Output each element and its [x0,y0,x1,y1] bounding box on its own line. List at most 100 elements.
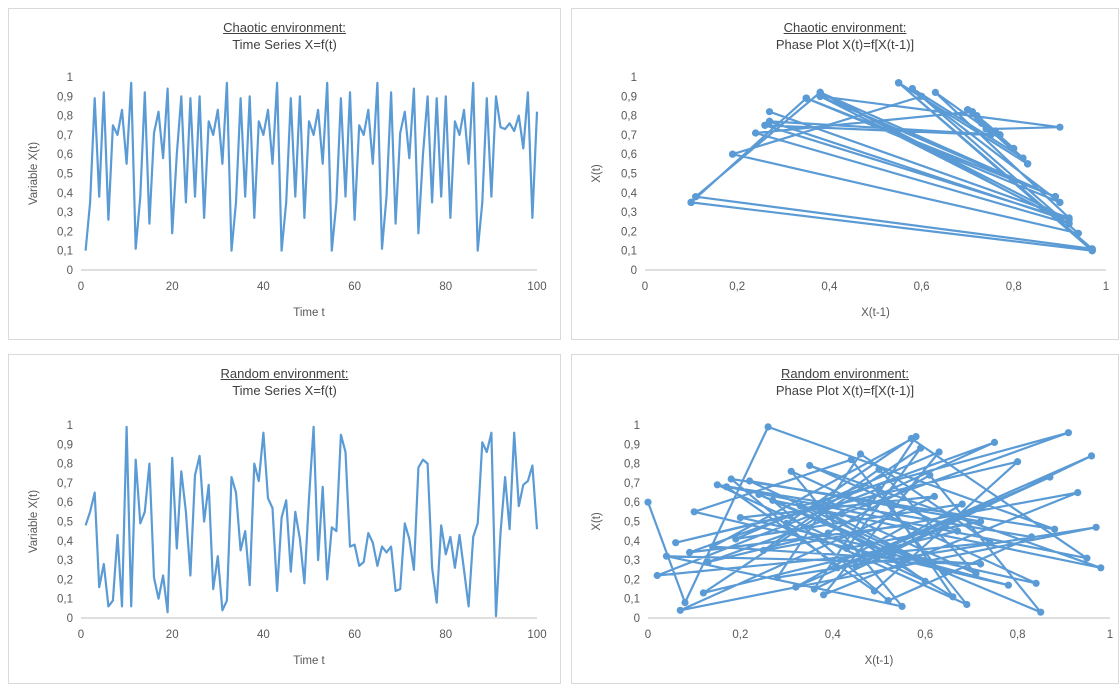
y-tick-label: 0,6 [57,497,73,509]
y-tick-label: 0,2 [57,574,73,586]
y-tick-label: 0,3 [57,555,73,567]
data-point [889,550,897,558]
data-point [930,492,938,500]
y-tick-label: 0,8 [621,111,637,123]
data-point [963,600,971,609]
data-point [953,527,962,535]
data-point [908,85,916,93]
x-tick-label: 60 [348,629,361,641]
y-tick-label: 0 [634,613,640,625]
y-tick-label: 0,9 [624,439,640,451]
x-tick-label: 0,2 [729,281,745,293]
y-tick-label: 0,1 [624,594,640,606]
chart-title: Chaotic environment: [223,20,346,35]
y-tick-label: 0,5 [57,169,73,181]
data-point [875,465,883,473]
x-axis-title: Time t [293,655,325,667]
data-point [931,88,939,96]
data-point [1087,452,1096,460]
data-point [686,548,694,556]
data-point [709,543,717,551]
x-tick-label: 0,6 [917,629,933,641]
data-point [1092,523,1100,531]
y-tick-label: 0,8 [624,459,640,471]
data-point [746,477,754,485]
x-tick-label: 0,2 [732,629,748,641]
data-point [699,589,707,597]
data-point [917,444,925,452]
data-point [787,467,795,475]
data-point [977,517,985,526]
data-point [729,150,737,158]
data-point [1065,214,1073,222]
data-point [713,481,721,489]
data-point [949,593,957,601]
data-point [895,79,903,87]
y-tick-label: 0,5 [57,517,73,529]
data-point [940,568,948,576]
data-point [1010,144,1018,152]
chart-plot: 0 0,1 0,2 0,3 0,4 0,5 0,6 0,7 0,8 0,9 1 0 20 40 60 80 10… [28,72,547,319]
chart-subtitle: Phase Plot X(t)=f[X(t-1)] [775,37,915,52]
data-point [1088,247,1096,255]
chart-panel-random-phase-plot: Random environment: Phase Plot X(t)=f[X(… [571,354,1119,684]
series-line [84,425,539,618]
y-tick-label: 0,2 [57,226,73,238]
data-point [1074,229,1082,237]
data-point [833,564,841,572]
y-tick-label: 0,7 [621,130,637,142]
data-point [1056,214,1064,222]
data-point [1004,581,1012,589]
chart-subtitle: Phase Plot X(t)=f[X(t-1)] [775,383,915,398]
data-point [1019,154,1027,162]
y-tick-label: 0,4 [624,536,641,548]
x-tick-label: 100 [527,629,546,641]
data-point [644,498,652,506]
y-tick-label: 0,6 [621,149,637,161]
data-point [732,535,740,543]
data-point [773,573,781,582]
x-axis-title: X(t-1) [861,307,890,319]
chart-title-block: Random environment: Time Series X=f(t) [9,365,560,399]
data-point [1024,160,1032,168]
data-point [926,471,934,479]
data-point [769,496,777,504]
data-point [986,539,994,547]
y-axis-title: X(t) [591,164,603,183]
data-point [856,450,865,458]
data-point [820,591,828,599]
data-point [802,94,810,102]
y-tick-label: 1 [67,72,73,84]
data-point [692,193,700,201]
data-point [1014,458,1022,466]
data-point [847,456,855,464]
x-tick-label: 1 [1103,281,1109,293]
y-tick-label: 1 [634,420,640,432]
data-point [907,434,915,443]
data-point [1097,564,1105,572]
data-point [764,423,772,431]
data-point [690,508,698,516]
data-point [972,570,980,578]
y-tick-label: 0,6 [624,497,640,509]
y-tick-label: 0,4 [57,536,74,548]
y-tick-label: 0,4 [621,188,638,200]
data-point [755,490,763,499]
data-point [918,92,926,100]
y-axis-title: Variable X(t) [28,142,40,205]
chart-panel-chaotic-phase-plot: Chaotic environment: Phase Plot X(t)=f[X… [571,8,1119,340]
x-tick-label: 0,4 [821,281,838,293]
data-point [852,562,860,570]
data-point [1037,608,1045,616]
x-tick-label: 60 [348,281,361,293]
data-point [736,514,744,522]
x-tick-label: 40 [257,629,270,641]
data-point [752,129,760,137]
y-tick-label: 0,8 [57,111,73,123]
data-point [1051,193,1059,201]
y-axis-title: Variable X(t) [28,490,40,553]
data-point [843,544,851,553]
data-point [765,117,774,125]
data-point [903,521,911,529]
x-tick-label: 40 [257,281,270,293]
